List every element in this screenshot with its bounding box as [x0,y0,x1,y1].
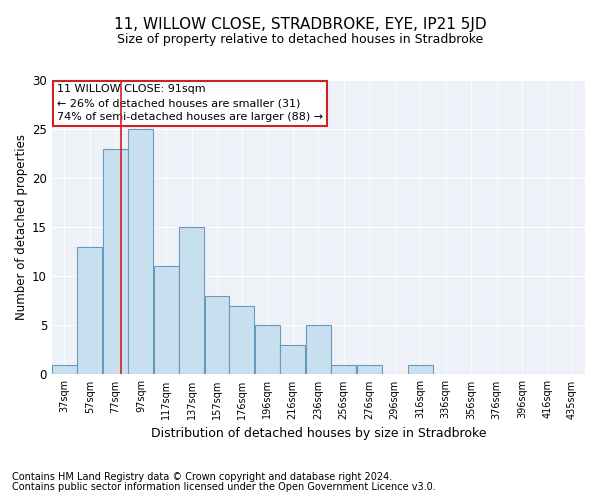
Bar [179,227,205,374]
X-axis label: Distribution of detached houses by size in Stradbroke: Distribution of detached houses by size … [151,427,486,440]
Bar [254,326,280,374]
Bar [408,364,433,374]
Bar [331,364,356,374]
Bar [229,306,254,374]
Y-axis label: Number of detached properties: Number of detached properties [15,134,28,320]
Bar [128,129,154,374]
Bar [205,296,229,374]
Bar [305,326,331,374]
Bar [154,266,179,374]
Bar [52,364,77,374]
Bar [103,148,128,374]
Text: 11, WILLOW CLOSE, STRADBROKE, EYE, IP21 5JD: 11, WILLOW CLOSE, STRADBROKE, EYE, IP21 … [113,18,487,32]
Text: Size of property relative to detached houses in Stradbroke: Size of property relative to detached ho… [117,32,483,46]
Text: Contains public sector information licensed under the Open Government Licence v3: Contains public sector information licen… [12,482,436,492]
Bar [280,345,305,374]
Text: 11 WILLOW CLOSE: 91sqm
← 26% of detached houses are smaller (31)
74% of semi-det: 11 WILLOW CLOSE: 91sqm ← 26% of detached… [57,84,323,122]
Text: Contains HM Land Registry data © Crown copyright and database right 2024.: Contains HM Land Registry data © Crown c… [12,472,392,482]
Bar [357,364,382,374]
Bar [77,247,103,374]
